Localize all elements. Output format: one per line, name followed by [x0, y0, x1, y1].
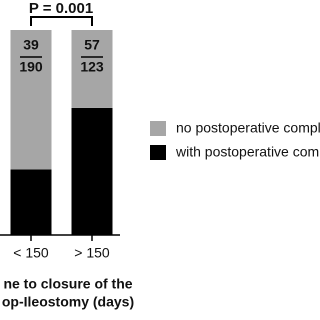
legend-swatch [150, 121, 166, 136]
x-axis-label: op-Ileostomy (days) [2, 294, 134, 310]
bar-segment [10, 169, 52, 235]
fraction-numerator: 57 [84, 37, 100, 53]
x-tick-label: < 150 [13, 245, 49, 261]
bar-segment [71, 30, 113, 108]
legend-label: no postoperative compl [176, 120, 320, 136]
fraction-numerator: 39 [23, 37, 39, 53]
legend-swatch [150, 145, 166, 160]
legend-label: with postoperative com [175, 144, 319, 160]
bar-segment [10, 30, 52, 170]
x-tick-label: > 150 [74, 245, 110, 261]
x-axis-label: ne to closure of the [3, 276, 132, 292]
bracket [30, 16, 93, 26]
bar-segment [71, 107, 113, 235]
fraction-denominator: 190 [19, 59, 43, 75]
fraction-denominator: 123 [80, 59, 104, 75]
p-value: P = 0.001 [29, 0, 93, 17]
